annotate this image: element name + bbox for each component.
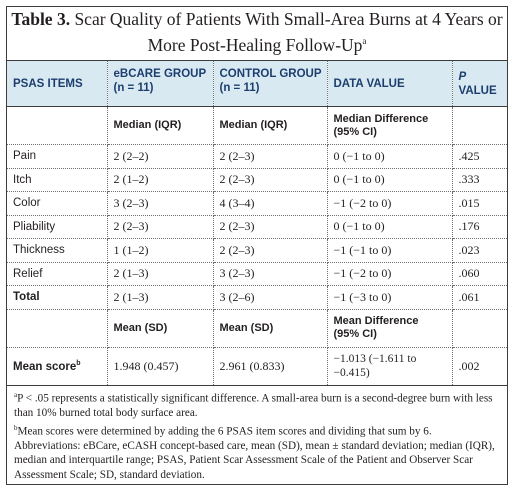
table-row-mean-score: Mean scoreb 1.948 (0.457) 2.961 (0.833) … bbox=[7, 347, 507, 386]
subheader-empty-cell bbox=[7, 106, 108, 145]
header-row: PSAS ITEMS eBCARE GROUP (n = 11) CONTROL … bbox=[7, 60, 507, 107]
table-frame bbox=[6, 6, 508, 485]
control-value: 3 (2–3) bbox=[213, 262, 328, 286]
row-label: Relief bbox=[7, 262, 108, 286]
subheader-control-median: Median (IQR) bbox=[213, 106, 328, 145]
abbreviations-note: Abbreviations: eBCare, eCASH concept-bas… bbox=[14, 439, 495, 481]
difference-value: 0 (−1 to 0) bbox=[327, 168, 453, 192]
difference-value: 0 (−1 to 0) bbox=[327, 144, 453, 169]
ebcare-value: 2 (2–2) bbox=[107, 144, 214, 169]
subheader-mean-difference: Mean Difference (95% CI) bbox=[327, 309, 453, 348]
ebcare-value: 2 (1–3) bbox=[107, 285, 214, 310]
difference-value: −1 (−3 to 0) bbox=[327, 285, 453, 310]
control-value: 2 (2–3) bbox=[213, 238, 328, 263]
row-label: Total bbox=[7, 285, 108, 310]
row-label: Color bbox=[7, 191, 108, 216]
subheader-ebcare-median: Median (IQR) bbox=[107, 106, 214, 145]
title-text-line1: Scar Quality of Patients With Small-Area… bbox=[74, 9, 503, 29]
control-value: 3 (2–6) bbox=[213, 285, 328, 310]
table-row-relief: Relief 2 (1–3) 3 (2–3) −1 (−2 to 0) .060 bbox=[7, 262, 507, 286]
row-label: Mean scoreb bbox=[7, 347, 108, 386]
table-footnotes: aP < .05 represents a statistically sign… bbox=[14, 388, 502, 482]
subheader-empty-cell bbox=[452, 106, 507, 145]
row-label: Pliability bbox=[7, 215, 108, 239]
table-row-pain: Pain 2 (2–2) 2 (2–3) 0 (−1 to 0) .425 bbox=[7, 144, 507, 169]
table-label: Table 3. bbox=[11, 9, 71, 29]
ebcare-value: 2 (1–2) bbox=[107, 168, 214, 192]
control-value: 2 (2–3) bbox=[213, 144, 328, 169]
control-value: 4 (3–4) bbox=[213, 191, 328, 216]
ebcare-value: 2 (1–3) bbox=[107, 262, 214, 286]
difference-value: −1 (−2 to 0) bbox=[327, 191, 453, 216]
ebcare-value: 1.948 (0.457) bbox=[107, 347, 214, 386]
scar-quality-table: PSAS ITEMS eBCARE GROUP (n = 11) CONTROL … bbox=[7, 60, 507, 386]
p-value: .061 bbox=[452, 285, 507, 310]
p-value: .060 bbox=[452, 262, 507, 286]
p-value: .333 bbox=[452, 168, 507, 192]
median-subheader-row: Median (IQR) Median (IQR) Median Differe… bbox=[7, 106, 507, 145]
ebcare-value: 1 (1–2) bbox=[107, 238, 214, 263]
mean-subheader-row: Mean (SD) Mean (SD) Mean Difference (95% … bbox=[7, 309, 507, 348]
col-header-control-group: CONTROL GROUP (n = 11) bbox=[213, 60, 328, 107]
p-value: .015 bbox=[452, 191, 507, 216]
p-value: .002 bbox=[452, 347, 507, 386]
subheader-median-difference: Median Difference (95% CI) bbox=[327, 106, 453, 145]
row-label: Pain bbox=[7, 144, 108, 169]
footnote-b: bMean scores were determined by adding t… bbox=[14, 423, 432, 438]
col-header-data-value: DATA VALUE bbox=[327, 60, 453, 107]
ebcare-value: 2 (2–3) bbox=[107, 215, 214, 239]
table-row-thickness: Thickness 1 (1–2) 2 (2–3) −1 (−1 to 0) .… bbox=[7, 238, 507, 263]
table-row-itch: Itch 2 (1–2) 2 (2–3) 0 (−1 to 0) .333 bbox=[7, 168, 507, 192]
title-footnote-marker: a bbox=[362, 36, 367, 46]
p-value: .425 bbox=[452, 144, 507, 169]
footnote-a: aP < .05 represents a statistically sign… bbox=[14, 391, 493, 420]
difference-value: −1 (−1 to 0) bbox=[327, 238, 453, 263]
table-row-total: Total 2 (1–3) 3 (2–6) −1 (−3 to 0) .061 bbox=[7, 285, 507, 310]
difference-value: −1 (−2 to 0) bbox=[327, 262, 453, 286]
col-header-p-value: P VALUE bbox=[452, 60, 507, 107]
difference-value: 0 (−1 to 0) bbox=[327, 215, 453, 239]
difference-value: −1.013 (−1.611 to −0.415) bbox=[327, 347, 453, 386]
row-label: Itch bbox=[7, 168, 108, 192]
table-title: Table 3. Scar Quality of Patients With S… bbox=[8, 8, 506, 56]
col-header-ebcare-group: eBCARE GROUP (n = 11) bbox=[107, 60, 214, 107]
table-row-color: Color 3 (2–3) 4 (3–4) −1 (−2 to 0) .015 bbox=[7, 191, 507, 216]
footnote-marker: b bbox=[76, 359, 81, 367]
control-value: 2.961 (0.833) bbox=[213, 347, 328, 386]
p-value: .023 bbox=[452, 238, 507, 263]
subheader-empty-cell bbox=[7, 309, 108, 348]
row-label: Thickness bbox=[7, 238, 108, 263]
col-header-psas-items: PSAS ITEMS bbox=[7, 60, 108, 107]
subheader-control-mean: Mean (SD) bbox=[213, 309, 328, 348]
subheader-empty-cell bbox=[452, 309, 507, 348]
title-text-line2: More Post-Healing Follow-Up bbox=[147, 34, 363, 55]
control-value: 2 (2–3) bbox=[213, 215, 328, 239]
p-value: .176 bbox=[452, 215, 507, 239]
subheader-ebcare-mean: Mean (SD) bbox=[107, 309, 214, 348]
ebcare-value: 3 (2–3) bbox=[107, 191, 214, 216]
control-value: 2 (2–3) bbox=[213, 168, 328, 192]
table-row-pliability: Pliability 2 (2–3) 2 (2–3) 0 (−1 to 0) .… bbox=[7, 215, 507, 239]
